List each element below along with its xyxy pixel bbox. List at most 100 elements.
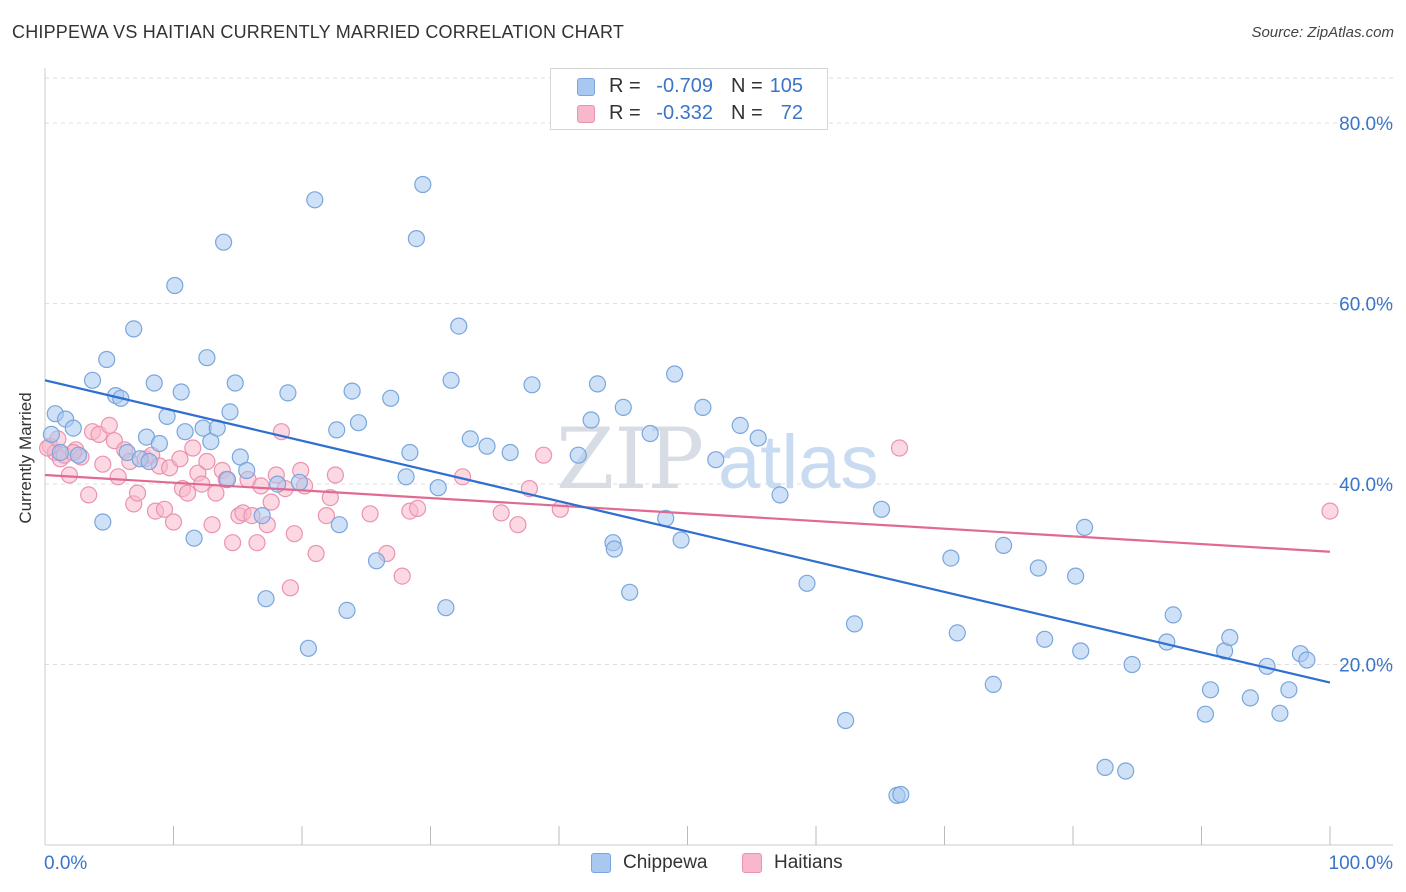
chippewa-point	[367, 552, 386, 570]
chippewa-point	[1241, 689, 1259, 707]
r-label: R =	[609, 102, 641, 124]
chippewa-point	[279, 384, 297, 402]
chippewa-point	[140, 452, 158, 471]
chippewa-point	[1123, 655, 1141, 674]
legend-label-haitians: Haitians	[774, 852, 843, 873]
haitians-point	[179, 484, 197, 502]
n-label: N =	[731, 75, 763, 97]
chippewa-point	[166, 276, 184, 295]
chart-title: CHIPPEWA VS HAITIAN CURRENTLY MARRIED CO…	[12, 22, 625, 42]
chippewa-point	[836, 711, 855, 730]
chippewa-point	[1164, 606, 1182, 624]
haitians-point	[94, 455, 112, 473]
chippewa-point	[198, 349, 216, 367]
chippewa-point	[892, 785, 910, 804]
chippewa-point	[1072, 642, 1090, 660]
legend-label-chippewa: Chippewa	[623, 852, 708, 873]
source-label: Source: ZipAtlas.com	[1251, 24, 1394, 41]
chippewa-point	[1096, 758, 1114, 777]
chippewa-point	[94, 513, 112, 531]
x-tick-label: 100.0%	[1329, 853, 1394, 874]
chippewa-point	[1036, 630, 1054, 648]
haitians-point	[281, 579, 299, 597]
chippewa-point	[69, 446, 88, 464]
haitians-point	[203, 516, 221, 534]
chippewa-point	[1117, 762, 1135, 780]
chippewa-point	[1280, 681, 1298, 699]
chippewa-point	[1298, 651, 1316, 669]
chippewa-point	[253, 506, 271, 525]
chippewa-point	[51, 443, 70, 462]
chippewa-point	[64, 419, 82, 437]
chippewa-points	[42, 175, 1316, 805]
haitians-point	[248, 534, 266, 552]
chippewa-point	[221, 403, 239, 421]
r-value: -0.332	[656, 102, 713, 124]
haitians-point	[317, 506, 335, 525]
chippewa-point	[478, 437, 496, 455]
haitians-point	[534, 446, 553, 464]
chippewa-point	[771, 486, 789, 504]
haitians-point	[492, 504, 510, 522]
chippewa-point	[984, 675, 1002, 694]
chippewa-swatch	[577, 78, 595, 96]
chippewa-point	[798, 574, 816, 592]
haitians-point	[100, 416, 118, 434]
haitians-swatch	[577, 105, 595, 123]
chippewa-point	[125, 320, 143, 338]
chippewa-point	[414, 175, 432, 194]
chippewa-point	[299, 639, 317, 657]
haitians-point	[155, 500, 174, 518]
chippewa-point	[582, 411, 600, 429]
chippewa-point	[349, 414, 368, 432]
chippewa-point	[1075, 518, 1094, 537]
haitians-point	[164, 513, 183, 531]
haitians-point	[60, 466, 79, 484]
chippewa-point	[226, 374, 244, 392]
chippewa-point	[942, 549, 960, 567]
haitians-point	[109, 468, 127, 486]
chippewa-point	[1029, 559, 1047, 577]
chippewa-point	[523, 376, 541, 394]
chippewa-point	[407, 230, 425, 248]
haitians-point	[171, 450, 189, 468]
y-tick-label: 20.0%	[1339, 656, 1393, 677]
chippewa-point	[172, 383, 190, 401]
chippewa-point	[330, 516, 348, 534]
chippewa-point	[1196, 705, 1215, 723]
haitians-point	[509, 516, 527, 534]
y-tick-label: 40.0%	[1339, 475, 1393, 496]
chippewa-point	[429, 479, 447, 497]
chippewa-point	[145, 374, 163, 392]
chippewa-point	[621, 583, 639, 601]
chippewa-point	[707, 451, 725, 469]
haitians-point	[252, 477, 270, 495]
chippewa-point	[98, 350, 116, 369]
haitians-point	[361, 505, 379, 523]
n-value: 72	[780, 102, 803, 124]
chippewa-point	[437, 599, 455, 617]
chippewa-point	[641, 424, 659, 443]
axes	[44, 68, 1393, 846]
chippewa-point	[176, 423, 194, 441]
trendlines	[44, 379, 1331, 684]
chippewa-point	[872, 500, 891, 518]
chippewa-trendline	[44, 379, 1331, 684]
chippewa-point	[569, 446, 587, 464]
chippewa-point	[83, 371, 102, 389]
chippewa-point	[948, 624, 966, 642]
chippewa-point	[257, 590, 275, 608]
haitians-point	[326, 466, 344, 484]
y-tick-label: 60.0%	[1339, 295, 1393, 316]
haitians-point	[224, 534, 242, 552]
watermark-atlas: atlas	[718, 420, 879, 505]
chippewa-point	[306, 191, 324, 209]
watermark: ZIP atlas	[556, 410, 879, 508]
haitians-point	[321, 489, 339, 507]
chippewa-point	[382, 389, 400, 407]
haitians-point	[285, 525, 303, 543]
chippewa-point	[672, 531, 690, 549]
haitians-point	[262, 493, 280, 511]
chippewa-point	[185, 529, 203, 547]
